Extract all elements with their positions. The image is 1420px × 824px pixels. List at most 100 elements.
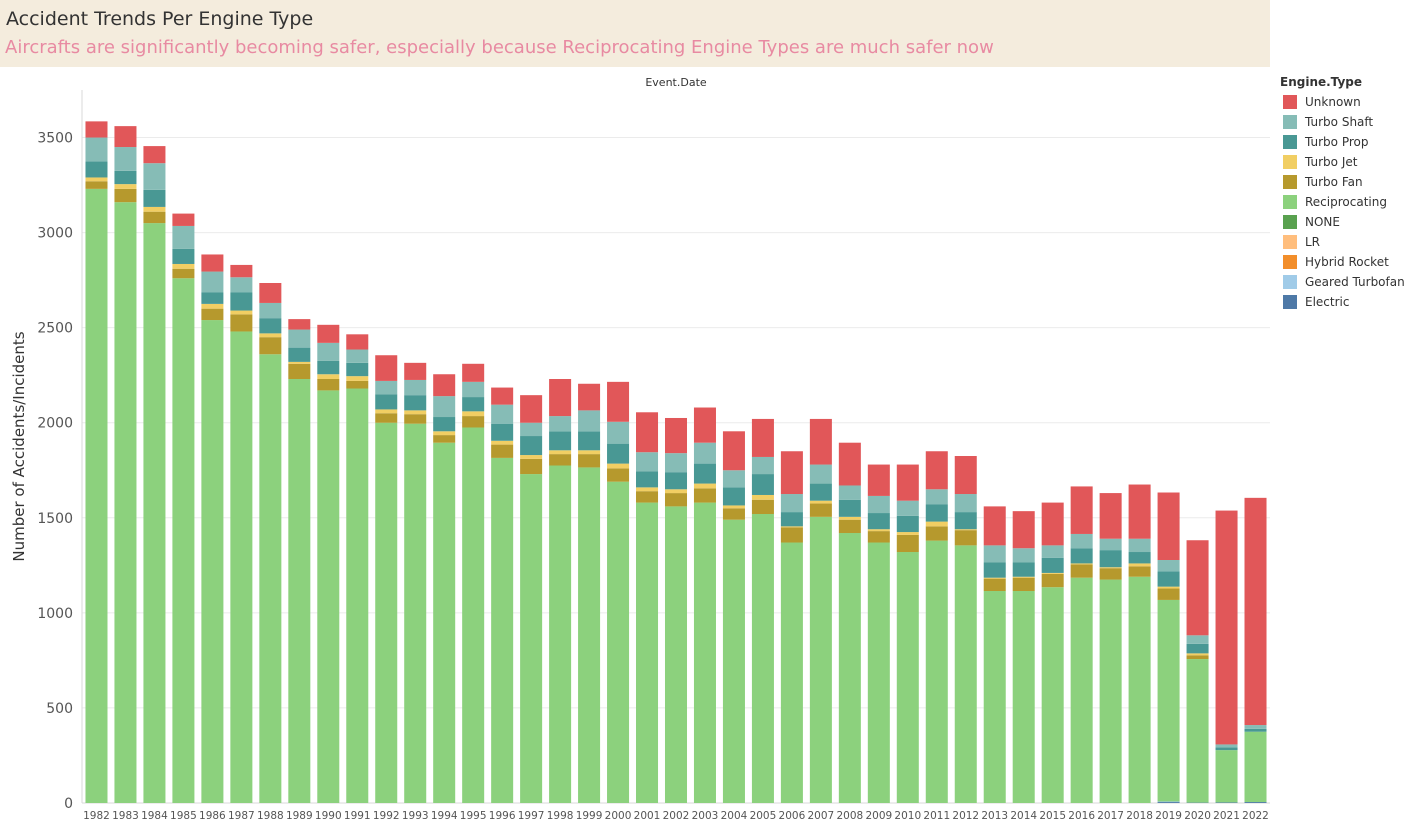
- bar-segment-turbo-prop: [404, 395, 427, 411]
- bar-segment-reciprocating: [1244, 731, 1267, 803]
- bar-segment-turbo-shaft: [462, 381, 485, 398]
- x-tick-label: 2019: [1155, 810, 1182, 822]
- bar-segment-unknown: [838, 442, 861, 486]
- legend-item[interactable]: Geared Turbofan: [1280, 272, 1416, 292]
- bar-segment-turbo-fan: [375, 413, 398, 423]
- bar-segment-turbo-jet: [375, 409, 398, 414]
- legend-label: Turbo Shaft: [1305, 115, 1374, 129]
- bar-segment-turbo-shaft: [85, 137, 108, 162]
- bar-segment-turbo-jet: [520, 455, 543, 459]
- bar-segment-reciprocating: [693, 502, 716, 803]
- legend-item[interactable]: Hybrid Rocket: [1280, 252, 1416, 272]
- bar-segment-reciprocating: [288, 379, 311, 803]
- bar-segment-turbo-shaft: [1215, 744, 1238, 748]
- bar-segment-reciprocating: [1099, 579, 1122, 803]
- legend-item[interactable]: Reciprocating: [1280, 192, 1416, 212]
- bar-segment-unknown: [867, 464, 890, 496]
- bar-segment-turbo-fan: [780, 527, 803, 543]
- bar-segment-turbo-prop: [1186, 643, 1209, 654]
- bar-segment-turbo-fan: [809, 503, 832, 517]
- x-tick-label: 2004: [721, 810, 748, 822]
- legend-item[interactable]: NONE: [1280, 212, 1416, 232]
- bar-segment-turbo-fan: [722, 508, 745, 520]
- bar-segment-unknown: [780, 451, 803, 495]
- bar-segment-turbo-shaft: [433, 396, 456, 418]
- bar-segment-turbo-shaft: [722, 470, 745, 488]
- x-tick-label: 2022: [1242, 810, 1269, 822]
- legend-item[interactable]: Turbo Fan: [1280, 172, 1416, 192]
- bar-segment-unknown: [85, 121, 108, 138]
- bar-segment-turbo-fan: [549, 454, 572, 466]
- bar-segment-reciprocating: [867, 542, 890, 803]
- legend-item[interactable]: Turbo Shaft: [1280, 112, 1416, 132]
- bar-segment-reciprocating: [114, 202, 137, 803]
- bar-segment-turbo-fan: [578, 454, 601, 468]
- bar-segment-turbo-jet: [780, 526, 803, 528]
- bar-segment-reciprocating: [1186, 659, 1209, 803]
- legend-item[interactable]: Turbo Jet: [1280, 152, 1416, 172]
- legend-swatch: [1283, 95, 1297, 109]
- bar-segment-unknown: [114, 126, 137, 148]
- legend-item[interactable]: LR: [1280, 232, 1416, 252]
- bar-segment-turbo-jet: [636, 487, 659, 492]
- bar-segment-unknown: [896, 464, 919, 501]
- bar-segment-reciprocating: [549, 465, 572, 803]
- y-tick-label: 2500: [37, 321, 73, 337]
- x-tick-label: 1982: [83, 810, 110, 822]
- chart-plot: 0 500 1000 1500 2000 2500 3000 3500 Number of Ac…: [10, 76, 1270, 822]
- bar-segment-turbo-fan: [693, 488, 716, 503]
- bar-segment-geared-turbofan: [1157, 801, 1180, 803]
- bar-segment-turbo-fan: [172, 268, 195, 279]
- bar-segment-turbo-shaft: [1128, 538, 1151, 553]
- bar-segment-reciprocating: [1157, 599, 1180, 802]
- bar-segment-turbo-shaft: [1244, 725, 1267, 729]
- bar-segment-turbo-fan: [201, 308, 224, 321]
- legend-swatch: [1283, 295, 1297, 309]
- x-tick-label: 1988: [257, 810, 284, 822]
- bar-segment-turbo-fan: [838, 519, 861, 534]
- legend-swatch: [1283, 195, 1297, 209]
- legend-swatch: [1283, 155, 1297, 169]
- bar-segment-turbo-fan: [317, 379, 340, 391]
- x-tick-label: 2011: [923, 810, 950, 822]
- bar-segment-reciprocating: [143, 223, 166, 804]
- bar-segment-turbo-fan: [259, 337, 282, 355]
- bar-segment-turbo-shaft: [578, 410, 601, 432]
- chart-subtitle: Aircrafts are significantly becoming saf…: [5, 37, 994, 58]
- legend-swatch: [1283, 135, 1297, 149]
- bar-segment-unknown: [1128, 484, 1151, 539]
- x-tick-label: 1987: [228, 810, 255, 822]
- bar-segment-turbo-fan: [230, 314, 253, 332]
- legend-title: Engine.Type: [1280, 75, 1362, 89]
- bar-segment-turbo-fan: [1157, 588, 1180, 600]
- x-tick-label: 2000: [605, 810, 632, 822]
- bar-segment-turbo-shaft: [1186, 635, 1209, 644]
- bar-segment-unknown: [1099, 493, 1122, 539]
- legend-item[interactable]: Electric: [1280, 292, 1416, 312]
- bar-segment-reciprocating: [1128, 576, 1151, 803]
- bar-segment-turbo-prop: [607, 443, 630, 464]
- bar-segment-turbo-fan: [85, 181, 108, 189]
- bar-segment-reciprocating: [201, 320, 224, 803]
- legend-item[interactable]: Turbo Prop: [1280, 132, 1416, 152]
- bar-segment-turbo-prop: [636, 471, 659, 488]
- legend-item[interactable]: Unknown: [1280, 92, 1416, 112]
- bar-segment-turbo-jet: [722, 505, 745, 509]
- bar-segment-turbo-prop: [954, 512, 977, 530]
- bar-segment-turbo-shaft: [172, 225, 195, 249]
- bar-segment-turbo-jet: [1128, 563, 1151, 567]
- x-tick-label: 2003: [692, 810, 719, 822]
- bar-segment-unknown: [201, 254, 224, 272]
- bar-segment-unknown: [1041, 502, 1064, 546]
- bar-segment-unknown: [664, 417, 688, 454]
- bar-segment-turbo-jet: [1099, 567, 1122, 569]
- bar-segment-unknown: [288, 319, 311, 330]
- bar-segment-turbo-shaft: [751, 456, 774, 475]
- bar-segment-turbo-shaft: [838, 485, 861, 500]
- bar-segment-turbo-fan: [433, 435, 456, 443]
- bar-segment-unknown: [578, 383, 601, 411]
- bar-segment-unknown: [1157, 492, 1180, 561]
- y-tick-label: 0: [64, 796, 73, 812]
- x-tick-label: 2002: [663, 810, 690, 822]
- bar-segment-unknown: [722, 431, 745, 471]
